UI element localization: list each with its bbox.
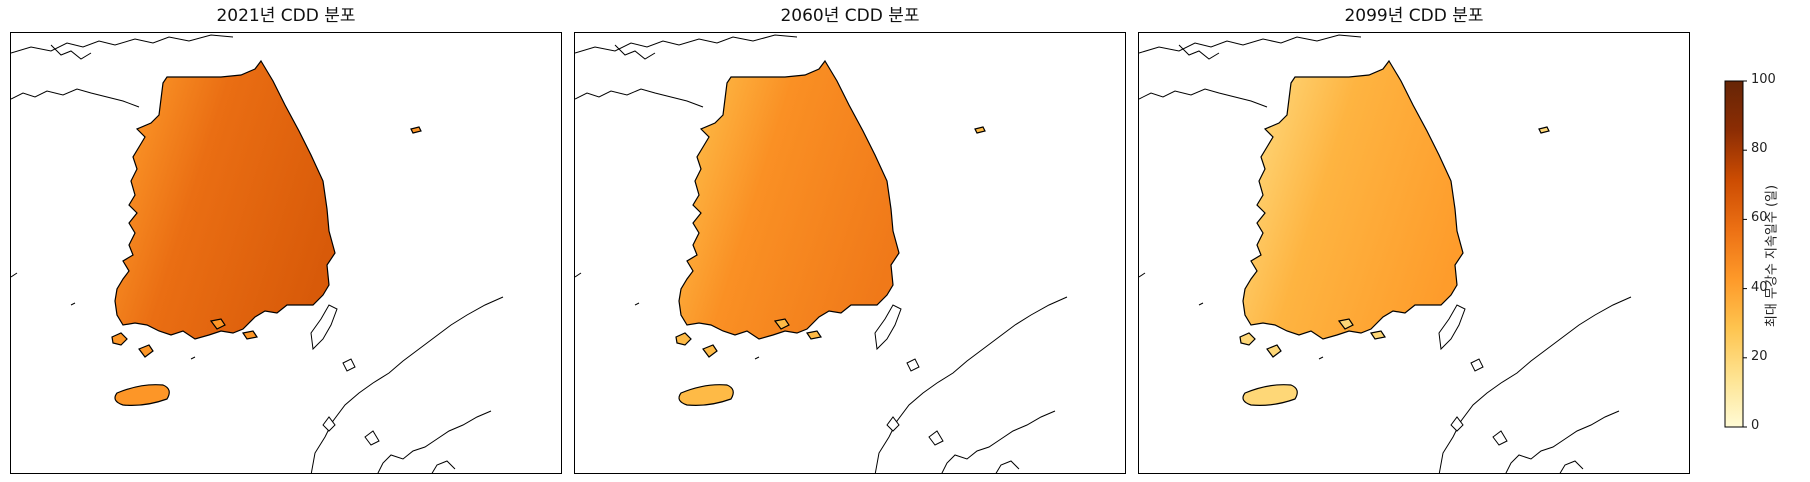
map-panel-2060 bbox=[574, 32, 1126, 474]
neighbour-coastline bbox=[310, 304, 338, 351]
neighbour-coastline bbox=[1318, 356, 1324, 360]
neighbour-coastline bbox=[995, 460, 1020, 473]
island bbox=[678, 384, 734, 406]
colorbar-title: 최대 무강수 지속일수 (일) bbox=[1764, 184, 1780, 328]
panel-title-2099: 2099년 CDD 분포 bbox=[1344, 6, 1484, 26]
neighbour-coastline bbox=[1178, 44, 1220, 60]
island bbox=[1239, 332, 1256, 346]
neighbour-coastline bbox=[1139, 272, 1146, 278]
colorbar bbox=[1724, 80, 1747, 428]
island bbox=[1538, 126, 1550, 134]
island bbox=[1370, 330, 1386, 340]
island bbox=[702, 344, 718, 358]
neighbour-coastline bbox=[754, 356, 760, 360]
map-panel-2021 bbox=[10, 32, 562, 474]
korea-map-2021 bbox=[11, 34, 504, 473]
neighbour-coastline bbox=[11, 88, 140, 108]
neighbour-coastline bbox=[364, 430, 380, 446]
panel-title-2021: 2021년 CDD 분포 bbox=[216, 6, 356, 26]
colorbar-tick-label: 0 bbox=[1751, 418, 1760, 433]
neighbour-coastline bbox=[1438, 304, 1466, 351]
neighbour-coastline bbox=[614, 44, 656, 60]
island bbox=[111, 332, 128, 346]
colorbar-tick-label: 60 bbox=[1751, 210, 1768, 226]
neighbour-coastline bbox=[1505, 410, 1620, 473]
neighbour-coastline bbox=[874, 304, 902, 351]
korea-map-2099 bbox=[1139, 34, 1632, 473]
neighbour-coastline bbox=[886, 416, 900, 432]
colorbar-tick-label: 20 bbox=[1751, 348, 1768, 364]
neighbour-coastline bbox=[575, 272, 582, 278]
korea-land-cdd-field bbox=[678, 59, 900, 340]
neighbour-coastline bbox=[575, 34, 798, 54]
island bbox=[773, 318, 790, 330]
island bbox=[114, 384, 170, 406]
colorbar-gradient bbox=[1724, 80, 1744, 428]
neighbour-coastline bbox=[431, 460, 456, 473]
island bbox=[806, 330, 822, 340]
colorbar-tick-label: 40 bbox=[1751, 279, 1768, 295]
neighbour-coastline bbox=[310, 296, 504, 473]
korea-land-cdd-field bbox=[1242, 59, 1464, 340]
neighbour-coastline bbox=[906, 358, 920, 372]
panel-title-2060: 2060년 CDD 분포 bbox=[780, 6, 920, 26]
neighbour-coastline bbox=[377, 410, 492, 473]
neighbour-coastline bbox=[11, 34, 234, 54]
neighbour-coastline bbox=[1492, 430, 1508, 446]
island bbox=[1266, 344, 1282, 358]
island bbox=[209, 318, 226, 330]
neighbour-coastline bbox=[575, 88, 704, 108]
korea-map-2060 bbox=[575, 34, 1068, 473]
island bbox=[410, 126, 422, 134]
neighbour-coastline bbox=[1438, 296, 1632, 473]
neighbour-coastline bbox=[874, 296, 1068, 473]
neighbour-coastline bbox=[70, 302, 76, 306]
island bbox=[1337, 318, 1354, 330]
colorbar-tick-label: 80 bbox=[1751, 141, 1768, 157]
colorbar-tick-label: 100 bbox=[1751, 72, 1776, 87]
neighbour-coastline bbox=[1198, 302, 1204, 306]
neighbour-coastline bbox=[1450, 416, 1464, 432]
neighbour-coastline bbox=[322, 416, 336, 432]
neighbour-coastline bbox=[928, 430, 944, 446]
neighbour-coastline bbox=[1559, 460, 1584, 473]
neighbour-coastline bbox=[342, 358, 356, 372]
island bbox=[242, 330, 258, 340]
neighbour-coastline bbox=[190, 356, 196, 360]
korea-land-cdd-field bbox=[114, 59, 336, 340]
neighbour-coastline bbox=[941, 410, 1056, 473]
neighbour-coastline bbox=[1139, 88, 1268, 108]
neighbour-coastline bbox=[11, 272, 18, 278]
neighbour-coastline bbox=[50, 44, 92, 60]
neighbour-coastline bbox=[1139, 34, 1362, 54]
map-panel-2099 bbox=[1138, 32, 1690, 474]
island bbox=[138, 344, 154, 358]
neighbour-coastline bbox=[634, 302, 640, 306]
neighbour-coastline bbox=[1470, 358, 1484, 372]
island bbox=[974, 126, 986, 134]
island bbox=[1242, 384, 1298, 406]
island bbox=[675, 332, 692, 346]
